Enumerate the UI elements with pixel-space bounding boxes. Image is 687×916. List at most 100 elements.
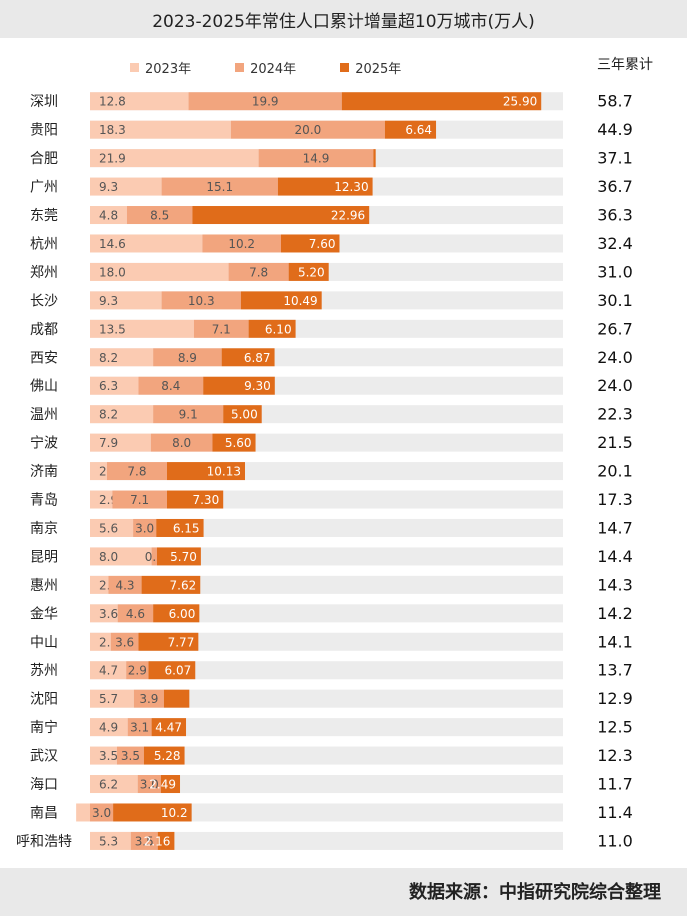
bar-segment — [192, 206, 370, 225]
bar-segment — [90, 490, 113, 509]
data-label: 10.49 — [283, 294, 317, 308]
bar-segment — [153, 405, 224, 424]
bar-segment — [133, 689, 164, 708]
data-label: 9.3 — [99, 180, 118, 194]
category-label: 西安 — [30, 350, 58, 366]
data-label: 22.96 — [331, 209, 365, 223]
data-label: 2.16 — [144, 834, 171, 848]
data-label: 3.6 — [115, 635, 134, 649]
bar-segment — [90, 518, 134, 537]
data-label: 4.3 — [115, 578, 134, 592]
data-label: 7.62 — [170, 578, 197, 592]
total-label: 14.2 — [597, 604, 633, 623]
total-label: 14.4 — [597, 547, 633, 566]
data-label: 7.30 — [192, 493, 219, 507]
legend-item-2024: 2024年 — [235, 58, 296, 77]
bar-segment — [193, 319, 249, 338]
total-label: 36.3 — [597, 206, 633, 225]
bar-segment — [373, 149, 376, 168]
bar-segment — [277, 177, 373, 196]
total-label: 24.0 — [597, 348, 633, 367]
category-label: 杭州 — [30, 236, 58, 252]
total-label: 11.4 — [597, 803, 633, 822]
data-label: 4.7 — [99, 664, 118, 678]
data-label: 12.30 — [334, 180, 368, 194]
legend-label-2023: 2023年 — [145, 62, 192, 77]
data-label: 6.15 — [173, 521, 200, 535]
bar-segment — [90, 803, 114, 822]
legend-swatch-2023 — [130, 63, 139, 72]
total-label: 14.1 — [597, 632, 633, 651]
category-label: 郑州 — [30, 265, 58, 281]
bar-segment — [188, 92, 342, 111]
bar-segment — [156, 518, 204, 537]
category-label: 温州 — [30, 407, 58, 423]
total-label: 20.1 — [597, 462, 633, 481]
legend-swatch-2024 — [235, 63, 245, 72]
category-label: 南昌 — [30, 805, 58, 821]
total-label: 44.9 — [597, 120, 633, 139]
bar-segment — [161, 177, 278, 196]
chart-title: 2023-2025年常住人口累计增量超10万城市(万人) — [152, 11, 535, 32]
legend-label-2024: 2024年 — [250, 62, 297, 77]
category-label: 济南 — [30, 464, 58, 480]
bar-segment — [153, 604, 200, 623]
data-label: 6.2 — [99, 778, 118, 792]
bar-segment — [90, 376, 139, 395]
bar-segment — [167, 462, 246, 481]
category-label: 苏州 — [30, 663, 58, 679]
data-label: 10.13 — [207, 465, 241, 479]
bar-segment — [138, 376, 204, 395]
bar-segment — [90, 291, 162, 310]
data-label: 6.64 — [405, 123, 432, 137]
bar-segment — [203, 376, 275, 395]
total-label: 13.7 — [597, 661, 633, 680]
data-label: 19.9 — [252, 95, 279, 109]
bar-segment — [157, 831, 175, 850]
data-label: 8.4 — [161, 379, 180, 393]
bar-segment — [137, 775, 161, 794]
data-label: 25.90 — [503, 95, 537, 109]
data-label: 5.60 — [225, 436, 252, 450]
category-label: 武汉 — [30, 749, 58, 765]
category-label: 南宁 — [30, 719, 58, 736]
bar-segment — [117, 604, 154, 623]
data-label: 7.8 — [127, 465, 146, 479]
bar-segment — [90, 120, 231, 139]
data-label: 12.8 — [99, 95, 126, 109]
row-band — [90, 689, 563, 708]
data-label: 3.9 — [139, 692, 158, 706]
data-label: 14.6 — [99, 237, 126, 251]
legend-item-2023: 2023年 — [130, 58, 191, 77]
data-label: 4.9 — [99, 721, 118, 735]
category-label: 广州 — [30, 180, 58, 196]
data-label: 3.0 — [140, 778, 159, 792]
total-label: 21.5 — [597, 433, 633, 452]
row-band — [90, 746, 563, 765]
data-label: 7.9 — [99, 436, 118, 450]
data-label: 3.0 — [135, 521, 154, 535]
bar-segment — [202, 234, 281, 253]
row-band — [90, 547, 563, 566]
data-label: 5.7 — [99, 692, 118, 706]
data-label: 8.2 — [99, 351, 118, 365]
data-label: 6.3 — [99, 379, 118, 393]
data-label: 8.0 — [99, 550, 118, 564]
data-label: 8.2 — [99, 408, 118, 422]
category-label: 昆明 — [30, 549, 58, 565]
bar-segment — [138, 632, 199, 651]
bar-segment — [240, 291, 322, 310]
bar-segment — [90, 262, 229, 281]
bar-segment — [110, 632, 139, 651]
data-label: 7.1 — [130, 493, 149, 507]
data-label: 10.2 — [161, 806, 188, 820]
data-label: 10.3 — [188, 294, 215, 308]
data-label: 5.6 — [99, 521, 118, 535]
data-label: 10.2 — [228, 237, 255, 251]
data-label: 4.8 — [99, 209, 118, 223]
total-label: 24.0 — [597, 376, 633, 395]
total-label: 36.7 — [597, 177, 633, 196]
bar-segment — [126, 661, 149, 680]
data-label: 5.20 — [298, 265, 325, 279]
category-label: 东莞 — [30, 208, 58, 224]
